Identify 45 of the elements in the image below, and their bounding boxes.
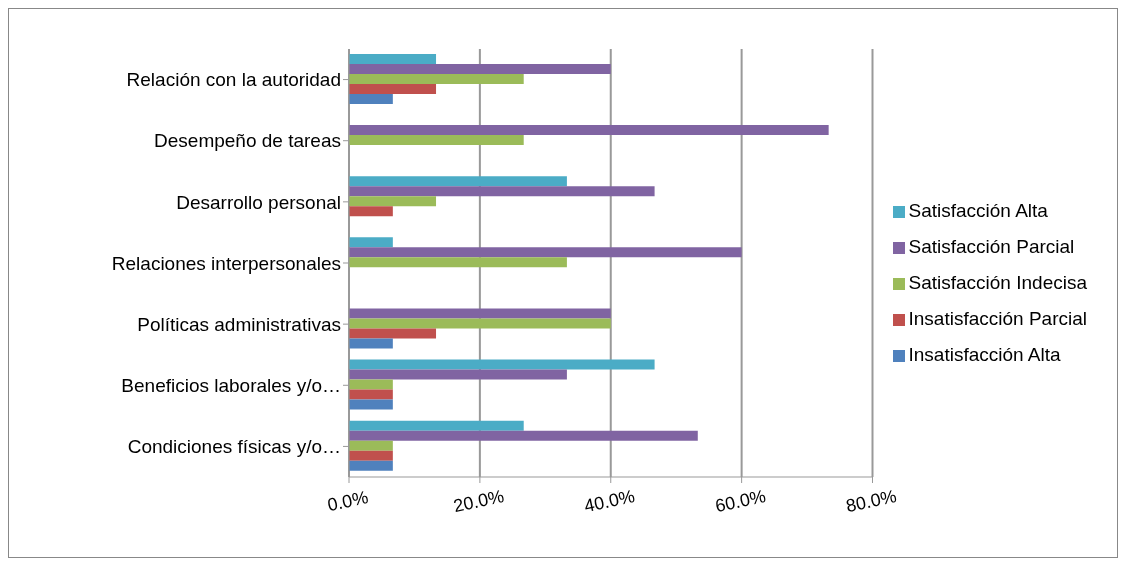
bar [349,93,393,104]
bar [349,318,611,329]
y-tick-label: Condiciones físicas y/o… [127,436,341,458]
bar [349,83,437,94]
bar [349,338,393,349]
bar [349,359,655,370]
x-tick-label: 20.0% [451,486,506,517]
bar [349,53,437,64]
bar [349,389,393,400]
bar [349,63,611,74]
legend-label: Satisfacción Parcial [908,236,1075,257]
x-tick-label: 60.0% [713,486,768,517]
bar [349,176,567,187]
legend-label: Insatisfacción Parcial [908,308,1087,329]
bar [349,430,698,441]
bar [349,369,567,380]
y-tick-label: Políticas administrativas [137,313,341,335]
bar [349,186,655,197]
bar [349,196,437,207]
y-tick-label: Desempeño de tareas [154,130,341,152]
legend-label: Satisfacción Alta [908,200,1048,221]
y-tick-label: Beneficios laborales y/o… [121,375,341,397]
bar [349,460,393,471]
bar [349,399,393,410]
bar [349,328,437,339]
bar [349,379,393,390]
bar [349,420,524,431]
x-tick-label: 40.0% [582,486,637,517]
bar [349,450,393,461]
y-tick-label: Desarrollo personal [176,191,341,213]
y-tick-label: Relaciones interpersonales [111,252,341,274]
bar [349,440,393,451]
legend-label: Satisfacción Indecisa [908,272,1087,293]
legend-label: Insatisfacción Alta [908,344,1061,365]
bar [349,206,393,217]
y-tick-label: Relación con la autoridad [126,69,341,91]
bar [349,257,567,268]
bar [349,237,393,248]
bar [349,135,524,146]
bar [349,247,742,258]
bar [349,73,524,84]
bar [349,125,829,136]
x-tick-label: 0.0% [325,487,370,516]
bar [349,308,611,319]
x-tick-label: 80.0% [844,486,899,517]
